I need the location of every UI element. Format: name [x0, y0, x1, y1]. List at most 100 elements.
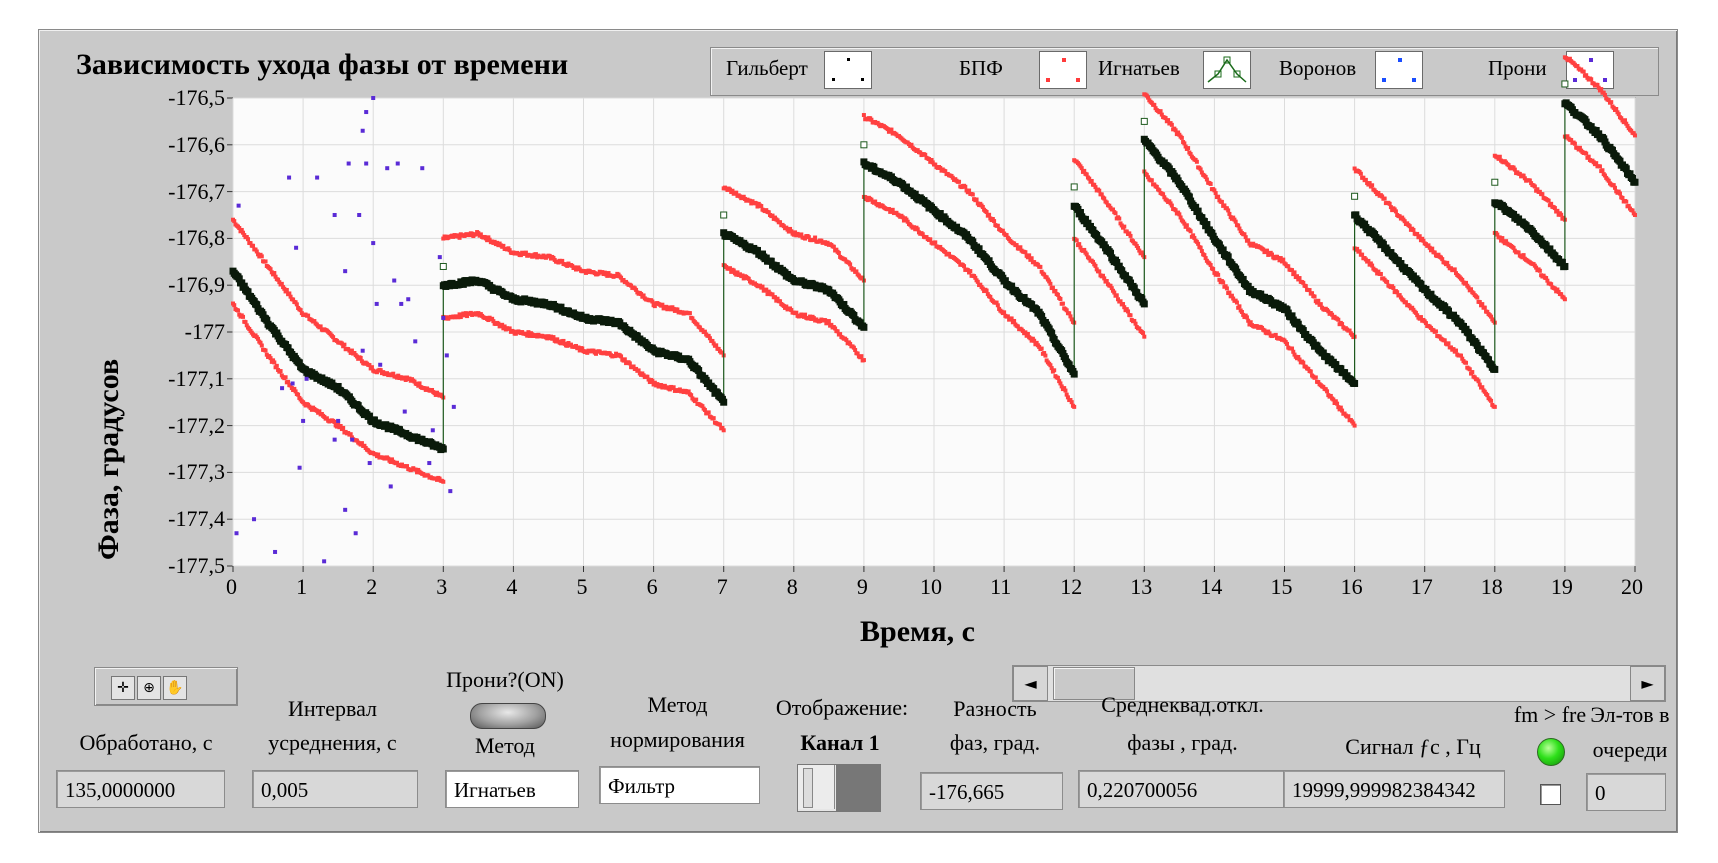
zoom-tool-icon[interactable]: ⊕	[137, 676, 161, 700]
fft-point	[1014, 243, 1019, 248]
legend-label-hilbert: Гильберт	[726, 56, 808, 80]
fm-fre-checkbox[interactable]	[1540, 784, 1561, 805]
fft-point	[1464, 360, 1469, 365]
fft-point	[256, 252, 261, 257]
prony-point	[441, 315, 446, 320]
fft-point	[803, 236, 808, 241]
fft-point	[1397, 214, 1402, 219]
fft-point	[1132, 318, 1137, 323]
fft-point	[1480, 385, 1485, 390]
scroll-thumb[interactable]	[1053, 667, 1135, 700]
fft-point	[1057, 379, 1062, 384]
fft-point	[1122, 305, 1127, 310]
fft-point	[1466, 285, 1471, 290]
red-dots-icon[interactable]	[1039, 51, 1087, 89]
x-scrollbar[interactable]: ◄ ►	[1012, 665, 1666, 702]
fft-point	[1452, 267, 1457, 272]
fft-point	[1624, 121, 1629, 126]
fft-point	[1078, 245, 1083, 250]
fft-point	[1065, 395, 1070, 400]
fft-point	[923, 152, 928, 157]
fft-point	[565, 263, 570, 268]
fft-point	[853, 347, 858, 352]
fft-point	[1213, 191, 1218, 196]
fft-point	[622, 357, 627, 362]
fft-point	[1292, 352, 1297, 357]
ignatiev-point	[1093, 231, 1101, 239]
fft-point	[1297, 276, 1302, 281]
fft-point	[1166, 118, 1171, 123]
fft-point	[1027, 253, 1032, 258]
fft-point	[1049, 366, 1054, 371]
prony-point	[252, 517, 257, 522]
fft-point	[465, 314, 470, 319]
fft-point	[277, 280, 282, 285]
fft-point	[1146, 175, 1151, 180]
fft-point	[339, 341, 344, 346]
fft-point	[1395, 290, 1400, 295]
cursor-tool-icon[interactable]: ✛	[111, 676, 135, 700]
fft-point	[1427, 245, 1432, 250]
fft-point	[259, 254, 264, 259]
fft-point	[957, 260, 962, 265]
fft-point	[904, 217, 909, 222]
fft-point	[1559, 212, 1564, 217]
fft-point	[789, 308, 794, 313]
fft-point	[1321, 384, 1326, 389]
black-dots-icon[interactable]	[824, 51, 872, 89]
fft-point	[1048, 363, 1053, 368]
fft-point	[1244, 315, 1249, 320]
prony-point	[395, 161, 400, 166]
x-tick-label: 5	[576, 574, 588, 599]
fft-point	[636, 368, 641, 373]
fft-point	[1028, 336, 1033, 341]
pan-tool-icon[interactable]: ✋	[163, 676, 187, 700]
fft-point	[984, 288, 989, 293]
fft-point	[433, 392, 438, 397]
fft-point	[1520, 255, 1525, 260]
ignatiev-point	[1185, 193, 1193, 201]
fft-point	[232, 219, 237, 224]
fft-point	[342, 342, 347, 347]
ignatiev-point	[263, 316, 271, 324]
fft-point	[1179, 135, 1184, 140]
fft-point	[786, 229, 791, 234]
fft-point	[911, 225, 916, 230]
scroll-left-icon[interactable]: ◄	[1013, 666, 1048, 701]
interval-input[interactable]: 0,005	[252, 770, 418, 808]
fft-point	[1227, 211, 1232, 216]
norm-method-select[interactable]: Фильтр	[599, 766, 760, 804]
fft-point	[1352, 166, 1357, 171]
fft-point	[1596, 85, 1601, 90]
fft-point	[1042, 272, 1047, 277]
fft-point	[1442, 338, 1447, 343]
fft-point	[1316, 380, 1321, 385]
prony-toggle[interactable]	[470, 703, 546, 729]
fft-point	[1421, 238, 1426, 243]
fft-point	[551, 335, 556, 340]
legend-label-prony: Прони	[1488, 56, 1547, 80]
fft-point	[1620, 195, 1625, 200]
fft-point	[1619, 116, 1624, 121]
fft-point	[905, 219, 910, 224]
prony-point	[315, 175, 320, 180]
fft-point	[1100, 273, 1105, 278]
fft-point	[831, 244, 836, 249]
fft-point	[1402, 219, 1407, 224]
ignatiev-point	[1133, 289, 1141, 297]
fft-point	[1233, 219, 1238, 224]
fft-point	[1318, 302, 1323, 307]
scroll-right-icon[interactable]: ►	[1630, 666, 1665, 701]
green-line-markers-icon[interactable]	[1203, 51, 1251, 89]
channel-switch[interactable]	[797, 764, 881, 812]
blue-dots-icon[interactable]	[1375, 51, 1423, 89]
purple-dots-icon[interactable]	[1566, 51, 1614, 89]
fft-point	[1087, 176, 1092, 181]
method-select[interactable]: Игнатьев	[445, 770, 579, 808]
fft-point	[727, 266, 732, 271]
ignatiev-point	[1050, 335, 1058, 343]
fft-point	[1296, 354, 1301, 359]
fft-point	[1464, 280, 1469, 285]
ignatiev-point	[1491, 365, 1499, 373]
